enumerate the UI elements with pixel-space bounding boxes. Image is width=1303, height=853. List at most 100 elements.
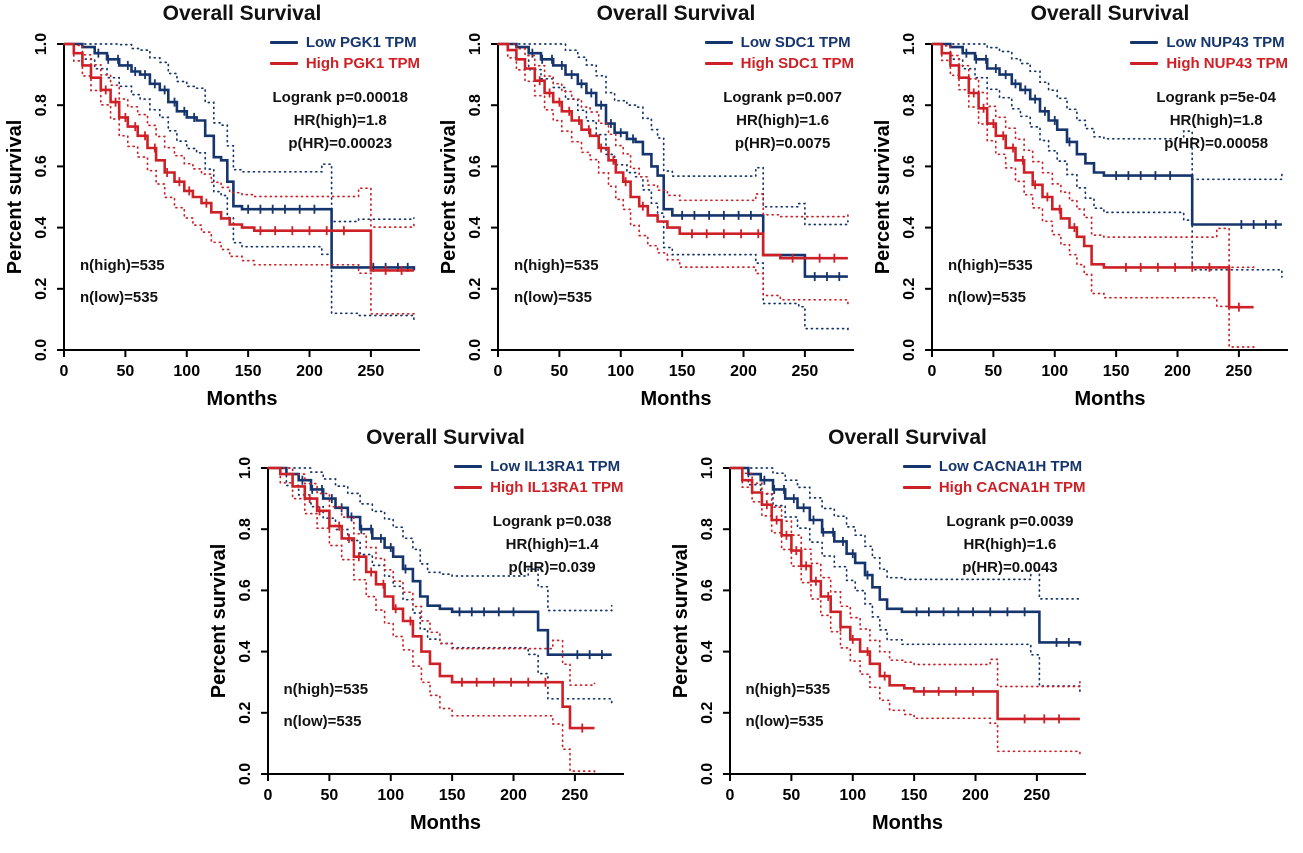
legend-entry-low: Low PGK1 TPM	[269, 34, 417, 51]
legend-high-line-swatch	[269, 62, 298, 65]
hazard-ratio: HR(high)=1.6	[963, 536, 1057, 553]
svg-text:0.8: 0.8	[33, 94, 50, 116]
legend-low-line-swatch	[902, 465, 931, 468]
bottom-row: 0 50 100 150 200 250 0.0 0.2 0.4 0.6 0.8 1.0 Overal…	[0, 424, 1303, 848]
legend-low-line-swatch	[454, 465, 483, 468]
stats-block: Logrank p=5e-04 HR(high)=1.8 p(HR)=0.000…	[1156, 86, 1276, 155]
legend-high-label: High CACNA1H TPM	[938, 479, 1086, 496]
logrank-p-value: Logrank p=0.007	[723, 89, 842, 106]
svg-text:0.0: 0.0	[237, 763, 254, 785]
legend-high-line-swatch	[1130, 62, 1159, 65]
svg-text:100: 100	[607, 363, 634, 380]
svg-text:0.2: 0.2	[33, 278, 50, 300]
svg-text:250: 250	[358, 363, 385, 380]
survival-chart-il13ra1: 0 50 100 150 200 250 0.0 0.2 0.4 0.6 0.8 1.0 Overal…	[204, 424, 638, 848]
stats-block: Logrank p=0.038 HR(high)=1.4 p(HR)=0.039	[493, 510, 612, 579]
svg-text:0.4: 0.4	[237, 640, 254, 662]
svg-text:200: 200	[962, 787, 989, 804]
legend-low-line-swatch	[704, 41, 733, 44]
legend-entry-high: High IL13RA1 TPM	[454, 479, 624, 496]
legend-entry-low: Low CACNA1H TPM	[902, 458, 1083, 475]
n-low-label: n(low)=535	[948, 289, 1026, 306]
legend: Low IL13RA1 TPM High IL13RA1 TPM	[454, 458, 624, 496]
survival-chart-sdc1: 0 50 100 150 200 250 0.0 0.2 0.4 0.6 0.8 1.0 Overal…	[434, 0, 868, 424]
x-axis-label: Months	[206, 388, 278, 410]
chart-title: Overall Survival	[366, 426, 525, 449]
legend-entry-high: High SDC1 TPM	[704, 55, 854, 72]
svg-text:100: 100	[839, 787, 866, 804]
survival-chart-pgk1: 0 50 100 150 200 250 0.0 0.2 0.4 0.6 0.8 1.0 Overal…	[0, 0, 434, 424]
logrank-p-value: Logrank p=0.038	[492, 513, 612, 530]
legend-low-label: Low SDC1 TPM	[740, 34, 851, 51]
hr-p-value: p(HR)=0.0043	[962, 559, 1058, 576]
hazard-ratio: HR(high)=1.6	[736, 112, 830, 129]
svg-text:1.0: 1.0	[901, 33, 918, 55]
x-axis-label: Months	[640, 388, 712, 410]
svg-text:0.6: 0.6	[699, 579, 716, 601]
svg-text:50: 50	[984, 363, 1002, 380]
n-low-label: n(low)=535	[283, 713, 362, 730]
logrank-p-value: Logrank p=0.0039	[946, 513, 1074, 530]
x-axis-label: Months	[409, 812, 482, 834]
n-low-label: n(low)=535	[514, 289, 592, 306]
plot-area: 0 50 100 150 200 250 0.0 0.2 0.4 0.6 0.8 1.0	[868, 0, 1302, 424]
svg-text:250: 250	[1023, 787, 1050, 804]
hazard-ratio: HR(high)=1.4	[505, 536, 599, 553]
y-axis-label: Percent survival	[872, 119, 894, 275]
sample-counts: n(high)=535 n(low)=535	[284, 674, 369, 738]
svg-text:0.6: 0.6	[467, 155, 484, 177]
y-axis-label: Percent survival	[4, 119, 26, 275]
svg-text:150: 150	[1103, 363, 1130, 380]
svg-text:1.0: 1.0	[33, 33, 50, 55]
svg-text:150: 150	[900, 787, 927, 804]
legend-entry-low: Low IL13RA1 TPM	[454, 458, 620, 475]
svg-text:0: 0	[494, 363, 503, 380]
svg-text:0: 0	[725, 787, 734, 804]
svg-text:0.4: 0.4	[901, 216, 918, 238]
legend-low-label: Low NUP43 TPM	[1166, 34, 1285, 51]
n-low-label: n(low)=535	[80, 289, 158, 306]
stats-block: Logrank p=0.0039 HR(high)=1.6 p(HR)=0.00…	[946, 510, 1073, 579]
svg-text:1.0: 1.0	[467, 33, 484, 55]
legend-entry-high: High PGK1 TPM	[269, 55, 420, 72]
svg-text:0.8: 0.8	[467, 94, 484, 116]
svg-text:0.0: 0.0	[467, 339, 484, 361]
n-high-label: n(high)=535	[283, 681, 369, 698]
logrank-p-value: Logrank p=5e-04	[1156, 89, 1276, 106]
plot-area: 0 50 100 150 200 250 0.0 0.2 0.4 0.6 0.8 1.0	[0, 0, 434, 424]
n-high-label: n(high)=535	[514, 257, 599, 274]
svg-text:0.2: 0.2	[467, 278, 484, 300]
svg-text:100: 100	[377, 787, 404, 804]
n-high-label: n(high)=535	[948, 257, 1033, 274]
legend-low-label: Low CACNA1H TPM	[938, 458, 1083, 475]
svg-text:0.6: 0.6	[237, 579, 254, 601]
svg-text:0.8: 0.8	[901, 94, 918, 116]
legend-entry-low: Low NUP43 TPM	[1130, 34, 1285, 51]
legend: Low SDC1 TPM High SDC1 TPM	[704, 34, 854, 72]
svg-text:100: 100	[1041, 363, 1068, 380]
plot-area: 0 50 100 150 200 250 0.0 0.2 0.4 0.6 0.8 1.0	[204, 424, 638, 848]
logrank-p-value: Logrank p=0.00018	[272, 89, 408, 106]
legend-high-label: High NUP43 TPM	[1166, 55, 1288, 72]
svg-text:1.0: 1.0	[237, 457, 254, 479]
svg-text:0.8: 0.8	[699, 518, 716, 540]
svg-text:50: 50	[550, 363, 568, 380]
hr-p-value: p(HR)=0.00058	[1164, 135, 1269, 152]
svg-text:0.8: 0.8	[237, 518, 254, 540]
sample-counts: n(high)=535 n(low)=535	[514, 250, 599, 314]
legend-high-label: High IL13RA1 TPM	[490, 479, 624, 496]
legend: Low CACNA1H TPM High CACNA1H TPM	[902, 458, 1086, 496]
n-high-label: n(high)=535	[80, 257, 165, 274]
stats-block: Logrank p=0.00018 HR(high)=1.8 p(HR)=0.0…	[273, 86, 408, 155]
sample-counts: n(high)=535 n(low)=535	[746, 674, 831, 738]
legend-low-label: Low PGK1 TPM	[305, 34, 417, 51]
legend-low-line-swatch	[1130, 41, 1159, 44]
legend-entry-high: High NUP43 TPM	[1130, 55, 1288, 72]
y-axis-label: Percent survival	[438, 119, 460, 275]
svg-text:0: 0	[263, 787, 272, 804]
legend: Low NUP43 TPM High NUP43 TPM	[1130, 34, 1288, 72]
svg-text:0.4: 0.4	[33, 216, 50, 238]
chart-title: Overall Survival	[1030, 2, 1190, 25]
sample-counts: n(high)=535 n(low)=535	[80, 250, 165, 314]
